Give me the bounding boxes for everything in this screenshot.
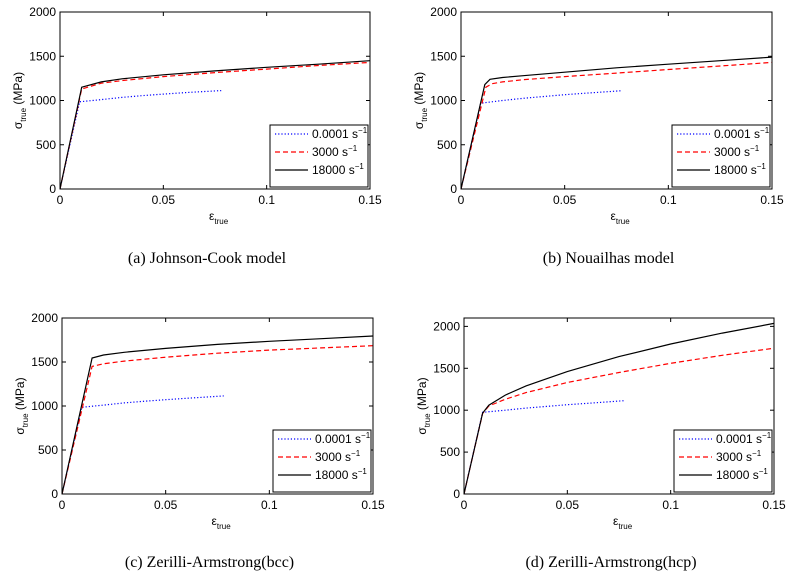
axes-frame (463, 317, 775, 495)
y-axis-label: σtrue (MPa) (13, 377, 30, 434)
x-tick-label: 0 (461, 498, 468, 512)
y-tick-label: 2000 (31, 311, 58, 325)
y-axis-label: σtrue (MPa) (412, 72, 429, 129)
y-tick-label: 500 (36, 138, 56, 152)
legend: 0.0001 s−1 3000 s−1 18000 s−1 (272, 429, 372, 493)
legend: 0.0001 s−1 3000 s−1 18000 s−1 (673, 429, 773, 493)
legend-entry-3: 18000 s−1 (315, 467, 367, 482)
y-tick-label: 2000 (29, 5, 56, 19)
x-tick-label: 0 (458, 193, 465, 207)
x-tick-label: 0 (59, 498, 66, 512)
series-line-1 (62, 395, 224, 494)
x-tick-label: 0.05 (152, 193, 176, 207)
series-line-3 (60, 60, 370, 189)
legend-box (671, 124, 771, 188)
panel-caption: (b) Nouailhas model (543, 250, 675, 267)
x-tick-label: 0.15 (358, 193, 382, 207)
y-tick-label: 1000 (31, 399, 58, 413)
legend-box (272, 429, 372, 493)
y-tick-label: 2000 (430, 5, 457, 19)
legend-entry-3: 18000 s−1 (716, 467, 768, 482)
x-tick-label: 0.1 (261, 498, 278, 512)
y-tick-label: 0 (51, 487, 58, 501)
series-line-1 (464, 400, 626, 494)
legend-entry-1: 0.0001 s−1 (716, 431, 772, 446)
chart-panel-2: 0 0.05 0.1 0.15 0 500 1000 1500 2000 εtrue σtrue (… (412, 5, 784, 267)
legend: 0.0001 s−1 3000 s−1 18000 s−1 (671, 124, 771, 188)
x-axis-label: εtrue (212, 514, 232, 531)
y-tick-label: 1500 (31, 355, 58, 369)
legend-entry-3: 18000 s−1 (312, 162, 364, 177)
x-tick-label: 0.15 (361, 498, 385, 512)
y-axis-label: σtrue (MPa) (11, 72, 28, 129)
legend: 0.0001 s−1 3000 s−1 18000 s−1 (269, 124, 369, 188)
x-tick-label: 0.15 (762, 498, 786, 512)
chart-panel-3: 0 0.05 0.1 0.15 0 500 1000 1500 2000 εtrue σtrue (… (13, 311, 385, 571)
legend-entry-2: 3000 s−1 (315, 449, 361, 464)
y-tick-label: 1500 (433, 361, 460, 375)
series-line-3 (461, 56, 772, 189)
y-tick-label: 1000 (29, 94, 56, 108)
panel-caption: (a) Johnson-Cook model (128, 250, 287, 267)
x-axis-label: εtrue (613, 514, 633, 531)
legend-entry-2: 3000 s−1 (714, 144, 760, 159)
y-tick-label: 0 (49, 182, 56, 196)
y-tick-label: 1000 (430, 94, 457, 108)
x-axis-label: εtrue (611, 209, 631, 226)
legend-entry-2: 3000 s−1 (716, 449, 762, 464)
x-tick-label: 0.05 (154, 498, 178, 512)
series-line-3 (62, 335, 373, 494)
legend-box (269, 124, 369, 188)
x-axis-label: εtrue (209, 209, 229, 226)
x-tick-label: 0.15 (760, 193, 784, 207)
y-tick-label: 500 (38, 443, 58, 457)
series-line-3 (464, 322, 774, 494)
legend-entry-1: 0.0001 s−1 (312, 126, 368, 141)
legend-entry-3: 18000 s−1 (714, 162, 766, 177)
series-line-2 (461, 61, 772, 189)
y-tick-label: 1000 (433, 403, 460, 417)
x-tick-label: 0.1 (258, 193, 275, 207)
x-tick-label: 0.1 (660, 193, 677, 207)
y-tick-label: 500 (437, 138, 457, 152)
legend-box (673, 429, 773, 493)
series-line-2 (60, 61, 370, 189)
legend-entry-1: 0.0001 s−1 (315, 431, 371, 446)
x-tick-label: 0.1 (662, 498, 679, 512)
series-line-2 (464, 347, 774, 494)
x-tick-label: 0.05 (556, 498, 580, 512)
y-tick-label: 500 (440, 445, 460, 459)
legend-entry-2: 3000 s−1 (312, 144, 358, 159)
panel-caption: (c) Zerilli-Armstrong(bcc) (125, 554, 294, 571)
chart-panel-1: 0 0.05 0.1 0.15 0 500 1000 1500 2000 εtrue σtrue (… (11, 5, 382, 267)
series-line-1 (461, 90, 621, 189)
series-line-1 (60, 90, 222, 189)
y-axis-label: σtrue (MPa) (415, 377, 432, 434)
y-tick-label: 0 (450, 182, 457, 196)
x-tick-label: 0 (57, 193, 64, 207)
y-tick-label: 0 (453, 487, 460, 501)
panel-caption: (d) Zerilli-Armstrong(hcp) (525, 554, 696, 571)
chart-panel-4: 0 0.05 0.1 0.15 0 500 1000 1500 2000 εtrue σtrue (… (415, 317, 786, 571)
y-tick-label: 1500 (430, 49, 457, 63)
legend-entry-1: 0.0001 s−1 (714, 126, 770, 141)
y-tick-label: 1500 (29, 49, 56, 63)
x-tick-label: 0.05 (553, 193, 577, 207)
y-tick-label: 2000 (433, 319, 460, 333)
